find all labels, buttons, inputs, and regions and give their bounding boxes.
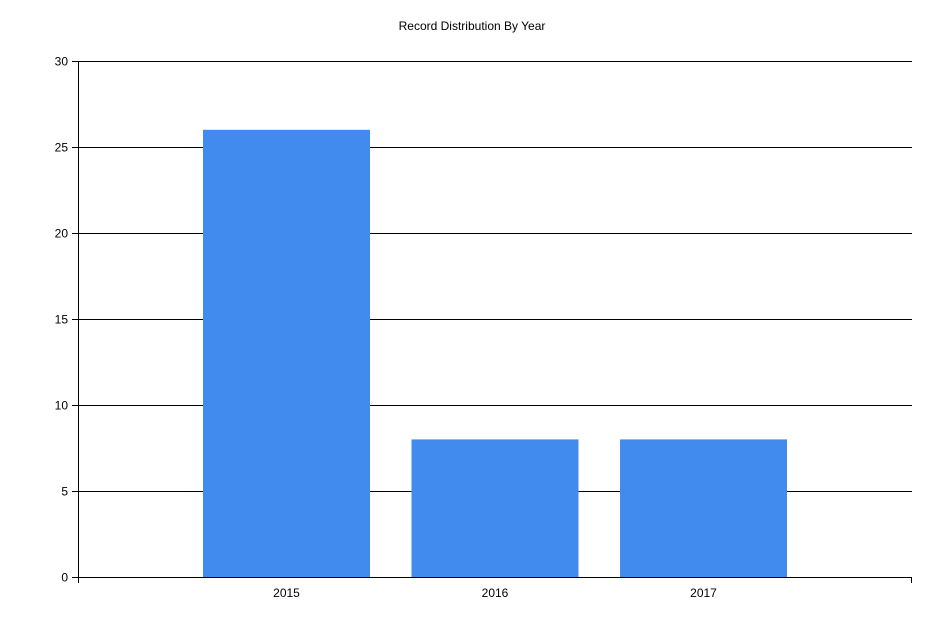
chart-title: Record Distribution By Year: [399, 19, 546, 33]
y-tick-label: 5: [61, 485, 68, 499]
bar-2016: [411, 439, 579, 577]
y-tick-label: 0: [61, 571, 68, 585]
bar-2017: [620, 439, 787, 577]
y-tick-label: 25: [55, 141, 69, 155]
bar-layer: [203, 129, 787, 578]
y-tick-label: 15: [55, 313, 69, 327]
x-tick-label: 2017: [690, 586, 717, 600]
y-tick-label: 10: [55, 399, 69, 413]
x-tick-label: 2015: [273, 586, 300, 600]
x-tick-label: 2016: [482, 586, 509, 600]
y-tick-label: 20: [55, 227, 69, 241]
axis-layer: [72, 61, 912, 583]
y-tick-label: 30: [55, 55, 69, 69]
bar-2015: [203, 129, 370, 578]
label-layer: 0 5 10 15 20 25 30 2015 2016 2017: [55, 55, 718, 601]
